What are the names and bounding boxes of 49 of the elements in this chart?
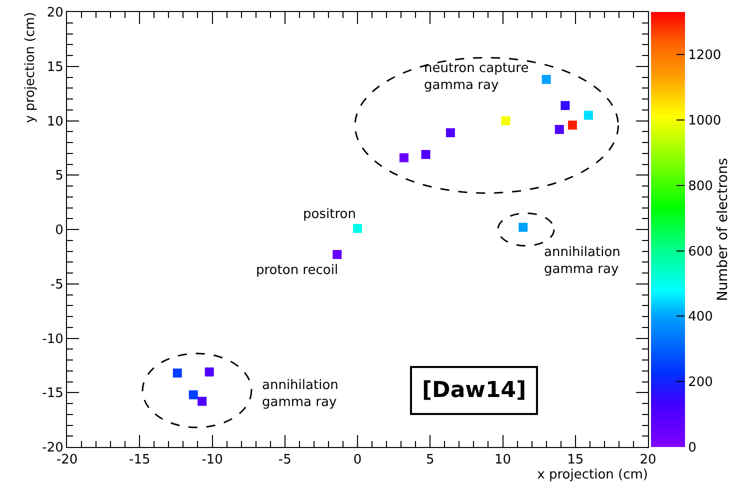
y-tick-label: 5 <box>55 168 64 184</box>
point <box>518 222 528 232</box>
y-tick-label: 10 <box>46 114 64 130</box>
y-tick-label: -10 <box>42 332 64 347</box>
point <box>421 150 430 159</box>
point <box>172 368 182 378</box>
y-tick-label: -20 <box>42 440 64 456</box>
color-bar-label: 0 <box>688 440 696 456</box>
y-tick-label: -5 <box>50 277 64 292</box>
x-tick-label: 10 <box>494 452 512 468</box>
color-bar-label: 400 <box>688 310 713 325</box>
y-tick-label: 0 <box>55 223 64 238</box>
point <box>446 128 455 138</box>
annotation: neutron capture gamma ray <box>424 61 529 93</box>
x-tick-label: -15 <box>129 452 150 468</box>
point <box>353 224 362 233</box>
color-bar-label: 200 <box>688 375 713 390</box>
point <box>188 390 198 400</box>
y-tick-label: 20 <box>46 6 64 21</box>
color-bar-label: 800 <box>688 178 713 194</box>
x-tick-label: 20 <box>640 452 656 468</box>
x-tick-label: 5 <box>426 452 434 468</box>
point <box>554 124 564 134</box>
y-tick-label: 15 <box>46 60 64 75</box>
annotation: annihilation gamma ray <box>262 378 338 410</box>
x-tick-label: 0 <box>353 452 362 468</box>
point <box>332 250 342 260</box>
point <box>399 153 408 162</box>
point <box>568 120 577 130</box>
x-axis-title: x projection (cm) <box>537 468 648 483</box>
annotation: proton recoil <box>256 263 338 278</box>
point <box>542 74 551 84</box>
y-tick-label: -15 <box>42 386 64 402</box>
annotation: positron <box>303 207 356 222</box>
point <box>584 110 593 120</box>
color-bar-label: 1200 <box>688 48 722 64</box>
annotation: [Daw14] <box>422 378 526 403</box>
color-bar-label: 600 <box>688 244 713 260</box>
point <box>560 101 570 110</box>
point <box>198 396 207 406</box>
x-tick-label: -5 <box>278 452 292 468</box>
point <box>501 116 510 126</box>
annotation: annihilation gamma ray <box>544 245 620 277</box>
color-bar-title: Number of electrons <box>714 158 731 302</box>
x-tick-label: -10 <box>202 452 223 468</box>
color-bar-label: 1000 <box>688 113 722 128</box>
x-tick-label: 15 <box>567 452 584 468</box>
point <box>204 367 214 376</box>
y-axis-title: y projection (cm) <box>23 12 38 123</box>
